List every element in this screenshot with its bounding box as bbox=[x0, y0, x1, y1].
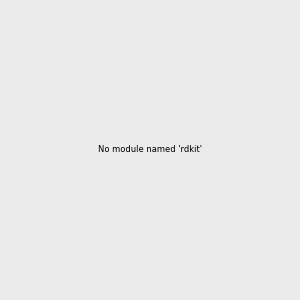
Text: No module named 'rdkit': No module named 'rdkit' bbox=[98, 146, 202, 154]
